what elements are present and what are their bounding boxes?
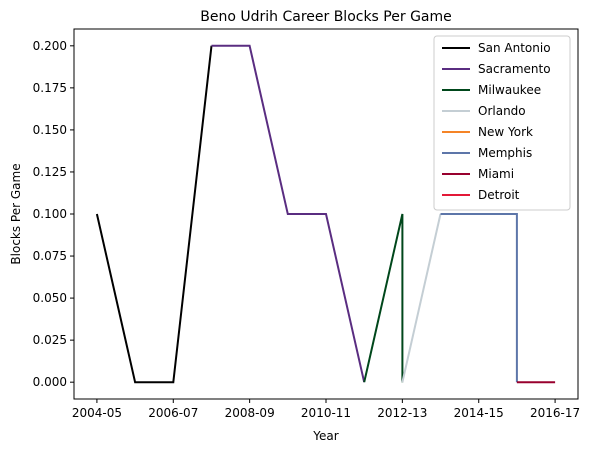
y-tick-label: 0.150 — [33, 123, 67, 137]
y-tick-label: 0.075 — [33, 249, 67, 263]
x-tick-label: 2004-05 — [72, 406, 122, 420]
series-line-orlando — [401, 213, 442, 383]
y-tick-label: 0.050 — [33, 291, 67, 305]
x-tick-label: 2012-13 — [377, 406, 427, 420]
legend-label: Memphis — [478, 146, 532, 160]
chart-title: Beno Udrih Career Blocks Per Game — [200, 9, 452, 25]
x-tick-label: 2016-17 — [530, 406, 580, 420]
series-line-memphis — [440, 213, 518, 383]
x-tick-label: 2014-15 — [454, 406, 504, 420]
y-tick-label: 0.175 — [33, 81, 67, 95]
legend-label: San Antonio — [478, 41, 551, 55]
legend: San Antonio Sacramento Milwaukee Orlando New… — [433, 35, 571, 211]
y-tick-label: 0.025 — [33, 333, 67, 347]
legend-label: Milwaukee — [478, 83, 541, 97]
legend-label: Sacramento — [478, 62, 551, 76]
legend-label: Orlando — [478, 104, 526, 118]
y-axis: 0.000 0.025 0.050 0.075 0.100 0.125 0.150 0.175… — [33, 39, 74, 389]
x-tick-label: 2006-07 — [148, 406, 198, 420]
y-tick-label: 0.200 — [33, 39, 67, 53]
legend-label: New York — [478, 125, 533, 139]
y-tick-label: 0.125 — [33, 165, 67, 179]
y-tick-label: 0.100 — [33, 207, 67, 221]
x-axis-label: Year — [312, 429, 338, 443]
y-axis-label: Blocks Per Game — [9, 163, 23, 264]
x-axis: 2004-05 2006-07 2008-09 2010-11 2012-13 2014-… — [72, 399, 580, 420]
legend-label: Detroit — [478, 188, 520, 202]
series-line-san-antonio — [95, 45, 213, 384]
x-tick-label: 2010-11 — [301, 406, 351, 420]
y-tick-label: 0.000 — [33, 375, 67, 389]
series-line-sacramento — [211, 44, 366, 383]
legend-label: Miami — [478, 167, 514, 181]
series-line-milwaukee — [363, 213, 404, 383]
x-tick-label: 2008-09 — [225, 406, 275, 420]
legend-box — [433, 35, 571, 211]
